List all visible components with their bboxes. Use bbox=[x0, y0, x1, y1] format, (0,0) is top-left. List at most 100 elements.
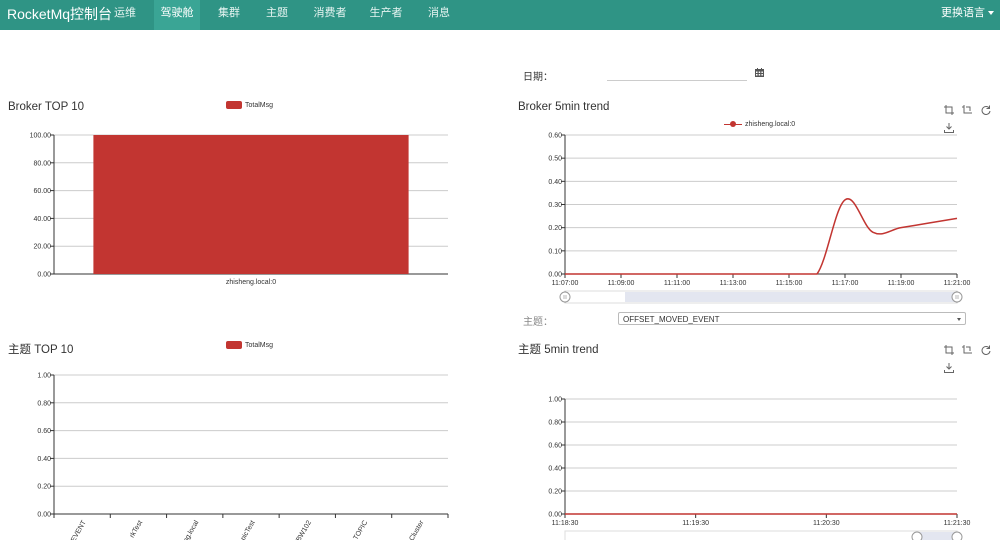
x-tick-label: 11:19:30 bbox=[682, 520, 709, 527]
topic-select[interactable]: OFFSET_MOVED_EVENT bbox=[618, 312, 966, 325]
x-tick-label: TOPIC bbox=[353, 520, 370, 540]
download-icon[interactable] bbox=[944, 363, 954, 373]
topic-select-value: OFFSET_MOVED_EVENT bbox=[623, 315, 720, 324]
legend-label: zhisheng.local:0 bbox=[745, 120, 796, 128]
datazoom-handle-start bbox=[911, 531, 923, 540]
y-tick-label: 0.20 bbox=[37, 484, 51, 491]
bar bbox=[93, 135, 409, 274]
x-tick-label: 11:13:00 bbox=[720, 280, 747, 287]
x-tick-label: 11:21:00 bbox=[944, 280, 971, 287]
legend-label: TotalMsg bbox=[245, 101, 274, 109]
datazoom-selection bbox=[625, 292, 957, 302]
y-tick-label: 0.50 bbox=[548, 156, 562, 163]
x-tick-label: 11:20:30 bbox=[813, 520, 840, 527]
y-tick-label: 0.80 bbox=[37, 400, 51, 407]
x-tick-label: zhisheng.local:0 bbox=[226, 279, 276, 286]
date-label: 日期： bbox=[523, 72, 553, 83]
topic-top10-chart: 0.00 0.20 0.40 0.60 0.80 1.00 EVENT rkTest ng.lo… bbox=[37, 373, 449, 540]
x-tick-label: 11:21:30 bbox=[944, 520, 971, 527]
topic-label: 主题： bbox=[523, 317, 553, 328]
topic-top10-legend[interactable]: TotalMsg bbox=[226, 341, 273, 349]
zoom-reset-icon[interactable] bbox=[962, 345, 973, 355]
x-tick-label: picTest bbox=[240, 519, 257, 540]
topic-top10-title: 主题 TOP 10 bbox=[8, 344, 74, 356]
nav-item-ops[interactable]: 运维 bbox=[114, 7, 136, 19]
x-tick-label: TBW102 bbox=[293, 519, 313, 540]
y-tick-label: 0.80 bbox=[548, 420, 562, 427]
select-arrow-icon bbox=[957, 318, 961, 321]
datazoom-selection bbox=[917, 532, 957, 540]
x-tick-label: 11:09:00 bbox=[608, 280, 635, 287]
x-tick-label: 11:07:00 bbox=[552, 280, 579, 287]
zoom-reset-icon[interactable] bbox=[962, 105, 973, 115]
zoom-icon[interactable] bbox=[944, 345, 954, 355]
y-tick-label: 0.40 bbox=[37, 456, 51, 463]
nav-item-consumer[interactable]: 消费者 bbox=[313, 7, 347, 19]
nav-item-message[interactable]: 消息 bbox=[428, 7, 450, 19]
broker-top10-chart: 0.00 20.00 40.00 60.00 80.00 100.00 zhisheng.l… bbox=[30, 133, 448, 286]
y-tick-label: 0.00 bbox=[548, 512, 562, 519]
legend-swatch bbox=[226, 341, 242, 349]
y-tick-label: 0.00 bbox=[37, 272, 51, 279]
y-tick-label: 0.00 bbox=[37, 512, 51, 519]
x-tick-label: 11:15:00 bbox=[776, 280, 803, 287]
datazoom-track bbox=[564, 530, 958, 540]
topic-trend-toolbox bbox=[940, 342, 1000, 373]
x-tick-label: 11:19:00 bbox=[888, 280, 915, 287]
y-tick-label: 0.20 bbox=[548, 489, 562, 496]
y-tick-label: 40.00 bbox=[33, 216, 51, 223]
legend-label: TotalMsg bbox=[245, 341, 274, 349]
nav-item-dashboard[interactable]: 驾驶舱 bbox=[154, 0, 200, 30]
x-tick-label: 11:18:30 bbox=[552, 520, 579, 527]
restore-icon[interactable] bbox=[981, 345, 991, 355]
chevron-down-icon bbox=[988, 11, 994, 16]
language-dropdown[interactable]: 更换语言 bbox=[941, 0, 994, 26]
x-tick-label: rkTest bbox=[129, 519, 144, 539]
restore-icon[interactable] bbox=[981, 105, 991, 115]
legend-line-swatch bbox=[724, 120, 742, 128]
nav-item-cluster[interactable]: 集群 bbox=[218, 7, 240, 19]
datazoom-handle-end bbox=[951, 291, 963, 303]
broker-trend-legend[interactable]: zhisheng.local:0 bbox=[724, 120, 795, 128]
y-tick-label: 0.60 bbox=[37, 428, 51, 435]
zoom-icon[interactable] bbox=[944, 105, 954, 115]
broker-top10-title: Broker TOP 10 bbox=[8, 101, 85, 113]
y-tick-label: 0.20 bbox=[548, 225, 562, 232]
top-navbar: RocketMq控制台 运维 驾驶舱 集群 主题 消费者 生产者 消息 更换语言 bbox=[0, 0, 1000, 30]
calendar-icon[interactable] bbox=[755, 68, 764, 77]
legend-swatch bbox=[226, 101, 242, 109]
y-tick-label: 0.40 bbox=[548, 179, 562, 186]
nav-item-producer[interactable]: 生产者 bbox=[369, 7, 403, 19]
y-tick-label: 1.00 bbox=[548, 397, 562, 404]
broker-top10-legend[interactable]: TotalMsg bbox=[226, 101, 273, 109]
datazoom-handle-end bbox=[951, 531, 963, 540]
y-tick-label: 60.00 bbox=[33, 188, 51, 195]
series-line bbox=[564, 198, 958, 275]
broker-trend-chart: 0.00 0.10 0.20 0.30 0.40 0.50 0.60 11:07:00 11:0… bbox=[548, 133, 971, 304]
x-tick-label: EVENT bbox=[70, 519, 88, 540]
x-tick-label: Cluster bbox=[408, 519, 425, 540]
x-tick-label: 11:11:00 bbox=[664, 280, 690, 287]
y-tick-label: 20.00 bbox=[33, 244, 51, 251]
y-tick-label: 0.10 bbox=[548, 248, 562, 255]
y-tick-label: 0.40 bbox=[548, 466, 562, 473]
download-icon[interactable] bbox=[944, 123, 954, 133]
y-tick-label: 0.00 bbox=[548, 272, 562, 279]
date-input[interactable] bbox=[607, 64, 747, 81]
topic-trend-chart: 0.00 0.20 0.40 0.60 0.80 1.00 11:18:30 11:19:30… bbox=[548, 397, 971, 540]
x-tick-label: 11:17:00 bbox=[832, 280, 859, 287]
y-tick-label: 0.60 bbox=[548, 133, 562, 140]
brand-title[interactable]: RocketMq控制台 bbox=[7, 6, 113, 22]
broker-trend-title: Broker 5min trend bbox=[518, 101, 610, 113]
broker-trend-toolbox bbox=[940, 102, 1000, 133]
y-tick-label: 100.00 bbox=[30, 133, 52, 140]
topic-trend-title: 主题 5min trend bbox=[518, 344, 599, 356]
datazoom-handle-start bbox=[559, 291, 571, 303]
language-label: 更换语言 bbox=[941, 7, 985, 19]
x-tick-label: ng.local bbox=[182, 519, 200, 540]
y-tick-label: 1.00 bbox=[37, 373, 51, 380]
y-tick-label: 0.30 bbox=[548, 202, 562, 209]
y-tick-label: 0.60 bbox=[548, 443, 562, 450]
nav-item-topic[interactable]: 主题 bbox=[266, 7, 288, 19]
y-tick-label: 80.00 bbox=[33, 160, 51, 167]
